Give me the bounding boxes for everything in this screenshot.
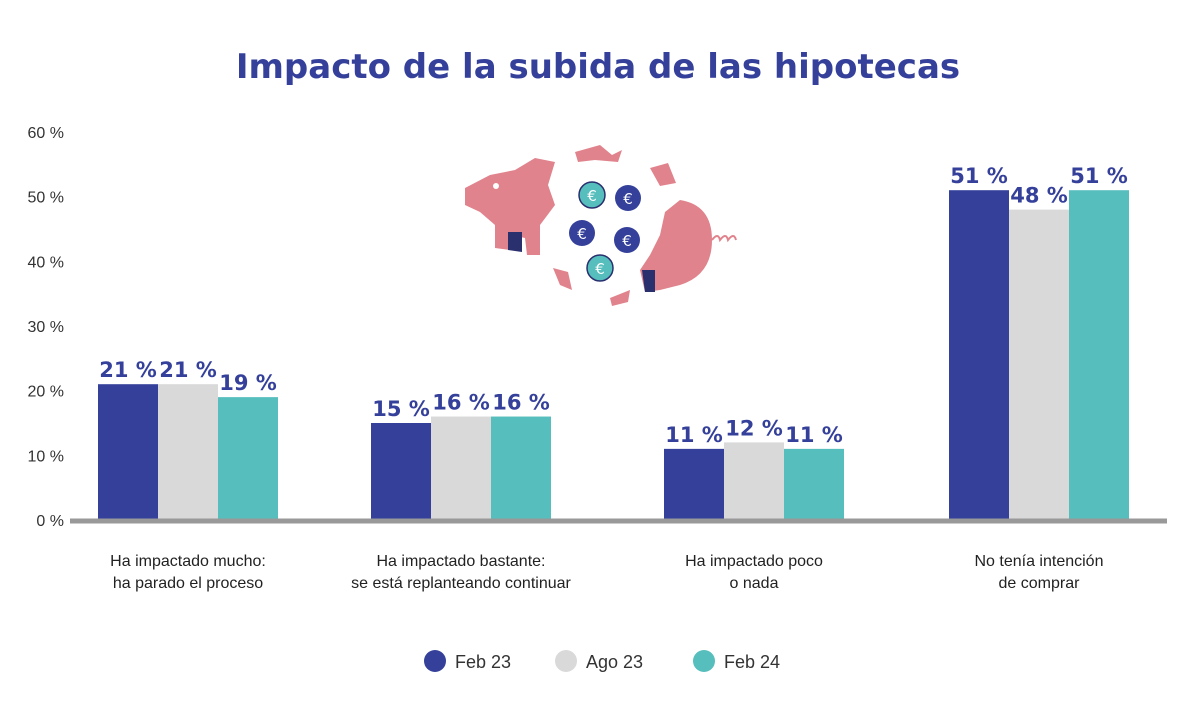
category-labels: Ha impactado mucho: ha parado el proceso H…: [110, 553, 1103, 592]
y-tick-label: 50 %: [28, 190, 64, 207]
svg-text:€: €: [577, 225, 587, 243]
svg-text:€: €: [623, 190, 633, 208]
category-label: No tenía intención: [975, 553, 1104, 570]
legend-label: Ago 23: [586, 652, 643, 672]
bar: [1069, 190, 1129, 520]
legend-swatch: [424, 650, 446, 672]
data-label: 16 %: [492, 391, 550, 415]
bar: [491, 416, 551, 520]
y-tick-label: 10 %: [28, 448, 64, 465]
piggy-bank-illustration: € € € € €: [465, 145, 737, 306]
bar: [949, 190, 1009, 520]
legend-label: Feb 24: [724, 652, 780, 672]
legend-swatch: [555, 650, 577, 672]
bar: [664, 448, 724, 520]
legend-label: Feb 23: [455, 652, 511, 672]
bar: [98, 384, 158, 520]
svg-text:€: €: [595, 260, 605, 278]
category-label: Ha impactado bastante:: [377, 553, 546, 570]
y-tick-label: 60 %: [28, 125, 64, 142]
bar: [431, 416, 491, 520]
y-tick-label: 20 %: [28, 384, 64, 401]
y-tick-label: 30 %: [28, 319, 64, 336]
legend: Feb 23 Ago 23 Feb 24: [424, 650, 780, 672]
data-label: 16 %: [432, 391, 490, 415]
y-tick-label: 40 %: [28, 254, 64, 271]
data-label: 21 %: [99, 358, 157, 382]
data-label: 51 %: [1070, 164, 1128, 188]
data-label: 51 %: [950, 164, 1008, 188]
bar: [371, 423, 431, 520]
data-label: 11 %: [785, 423, 843, 447]
data-label: 21 %: [159, 358, 217, 382]
bar: [218, 397, 278, 520]
y-axis: 0 % 10 % 20 % 30 % 40 % 50 % 60 %: [28, 125, 64, 530]
category-label: o nada: [730, 575, 779, 592]
category-label: se está replanteando continuar: [351, 575, 571, 592]
category-label: Ha impactado poco: [685, 553, 823, 570]
data-label: 12 %: [725, 416, 783, 440]
legend-swatch: [693, 650, 715, 672]
data-label: 19 %: [219, 371, 277, 395]
y-tick-label: 0 %: [36, 513, 64, 530]
chart-title: Impacto de la subida de las hipotecas: [236, 47, 960, 87]
data-label: 11 %: [665, 423, 723, 447]
svg-text:€: €: [622, 232, 632, 250]
category-label: de comprar: [999, 575, 1081, 592]
data-label: 48 %: [1010, 184, 1068, 208]
svg-text:€: €: [587, 187, 597, 205]
data-label: 15 %: [372, 397, 430, 421]
bar: [158, 384, 218, 520]
bar: [724, 442, 784, 520]
bar: [784, 448, 844, 520]
category-label: ha parado el proceso: [113, 575, 263, 592]
bar: [1009, 209, 1069, 520]
bars: 21 % 15 % 11 % 51 % 21 % 16 % 12 % 48 % 19 % 16 %…: [98, 164, 1129, 520]
category-label: Ha impactado mucho:: [110, 553, 266, 570]
